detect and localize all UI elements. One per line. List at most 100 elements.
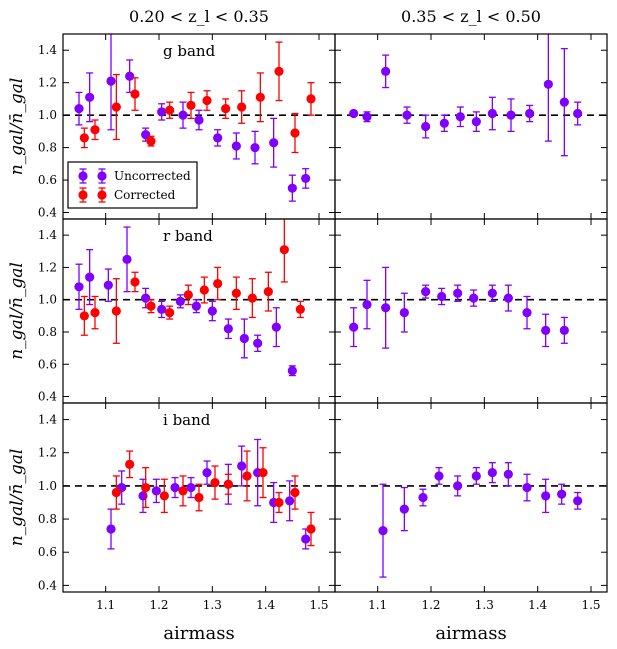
data-points <box>106 438 316 550</box>
uncorrected-point <box>378 526 388 536</box>
uncorrected-point <box>141 293 151 303</box>
y-tick-label: 0.6 <box>38 357 57 371</box>
column-title: 0.20 < z_l < 0.35 <box>129 7 269 26</box>
corrected-point <box>111 487 121 498</box>
corrected-point <box>258 468 268 478</box>
uncorrected-point <box>237 461 247 471</box>
corrected-point <box>306 94 316 104</box>
uncorrected-point <box>287 183 297 193</box>
corrected-point <box>279 245 289 255</box>
x-tick-label: 1.3 <box>203 598 222 612</box>
legend-box <box>67 161 198 209</box>
corrected-point <box>290 128 300 138</box>
corrected-point <box>111 102 121 112</box>
corrected-point <box>255 92 265 102</box>
panel-frame <box>334 218 608 404</box>
uncorrected-point <box>125 71 135 81</box>
corrected-point <box>130 277 140 287</box>
y-tick-label: 1.2 <box>38 260 57 274</box>
y-tick-label: 1.4 <box>38 43 57 57</box>
uncorrected-point <box>439 118 449 128</box>
corrected-point <box>295 304 305 314</box>
data-points <box>349 34 583 157</box>
uncorrected-point <box>269 138 279 148</box>
y-tick-label: 1.4 <box>38 413 57 427</box>
corrected-point <box>146 136 156 146</box>
y-tick-label: 0.8 <box>38 325 57 339</box>
uncorrected-point <box>213 133 223 143</box>
uncorrected-point <box>487 108 497 119</box>
uncorrected-point <box>381 66 391 76</box>
x-tick-label: 1.5 <box>581 598 600 612</box>
panel-1-0: 0.4 0.6 0.8 1.0 1.2 1.4 r band <box>38 218 336 404</box>
corrected-point <box>194 492 204 503</box>
y-axis-label: n_gal/n̄_gal <box>7 78 27 176</box>
band-label: g band <box>163 42 216 60</box>
corrected-point <box>79 133 89 143</box>
corrected-point <box>90 308 100 318</box>
uncorrected-point <box>349 108 359 119</box>
corrected-point <box>183 290 193 300</box>
uncorrected-point <box>559 325 569 335</box>
y-axis-label: n_gal/n̄_gal <box>7 449 27 547</box>
panel-1-1 <box>334 218 608 404</box>
corrected-point <box>247 293 257 303</box>
uncorrected-point <box>573 108 583 119</box>
uncorrected-point <box>399 308 409 318</box>
x-tick-label: 1.4 <box>256 598 275 612</box>
uncorrected-point <box>541 325 551 335</box>
x-tick-label: 1.1 <box>96 598 115 612</box>
legend-marker <box>78 171 88 181</box>
uncorrected-point <box>437 291 447 302</box>
uncorrected-point <box>178 110 188 120</box>
uncorrected-point <box>522 308 532 318</box>
corrected-point <box>306 524 316 534</box>
y-tick-label: 0.6 <box>38 545 57 559</box>
uncorrected-point <box>103 280 113 290</box>
x-tick-label: 1.3 <box>475 598 494 612</box>
corrected-point <box>141 482 151 493</box>
uncorrected-point <box>271 322 281 332</box>
corrected-point <box>178 486 188 496</box>
uncorrected-point <box>287 366 297 376</box>
uncorrected-point <box>301 534 311 544</box>
x-tick-label: 1.5 <box>309 598 328 612</box>
uncorrected-point <box>525 108 535 119</box>
corrected-point <box>290 487 300 498</box>
corrected-point <box>165 308 175 318</box>
corrected-point <box>242 471 252 481</box>
uncorrected-point <box>151 486 161 496</box>
y-tick-label: 0.4 <box>38 578 57 592</box>
panel-0-0: 0.4 0.6 0.8 1.0 1.2 1.4 g band Uncorrected Corre… <box>38 33 336 220</box>
uncorrected-point <box>85 92 95 102</box>
uncorrected-point <box>471 471 481 481</box>
corrected-point <box>263 287 273 297</box>
corrected-point <box>223 479 233 489</box>
uncorrected-point <box>74 104 84 114</box>
uncorrected-point <box>487 468 497 478</box>
corrected-point <box>130 89 140 99</box>
uncorrected-point <box>573 496 583 506</box>
uncorrected-point <box>349 322 359 332</box>
y-tick-label: 1.2 <box>38 446 57 460</box>
uncorrected-point <box>543 79 553 89</box>
uncorrected-point <box>194 115 204 125</box>
uncorrected-point <box>503 293 513 303</box>
x-axis-label: airmass <box>163 623 234 644</box>
corrected-point <box>213 278 223 289</box>
y-tick-label: 1.0 <box>38 293 57 307</box>
x-tick-label: 1.2 <box>421 598 440 612</box>
corrected-point <box>146 301 156 311</box>
corrected-point <box>274 66 284 76</box>
y-tick-label: 0.6 <box>38 173 57 187</box>
uncorrected-point <box>239 333 249 344</box>
corrected-point <box>79 311 89 321</box>
y-tick-label: 0.8 <box>38 141 57 155</box>
corrected-point <box>210 477 220 488</box>
uncorrected-point <box>186 482 196 493</box>
uncorrected-point <box>157 304 167 314</box>
uncorrected-point <box>418 492 428 503</box>
y-tick-label: 1.0 <box>38 479 57 493</box>
uncorrected-point <box>175 296 185 306</box>
